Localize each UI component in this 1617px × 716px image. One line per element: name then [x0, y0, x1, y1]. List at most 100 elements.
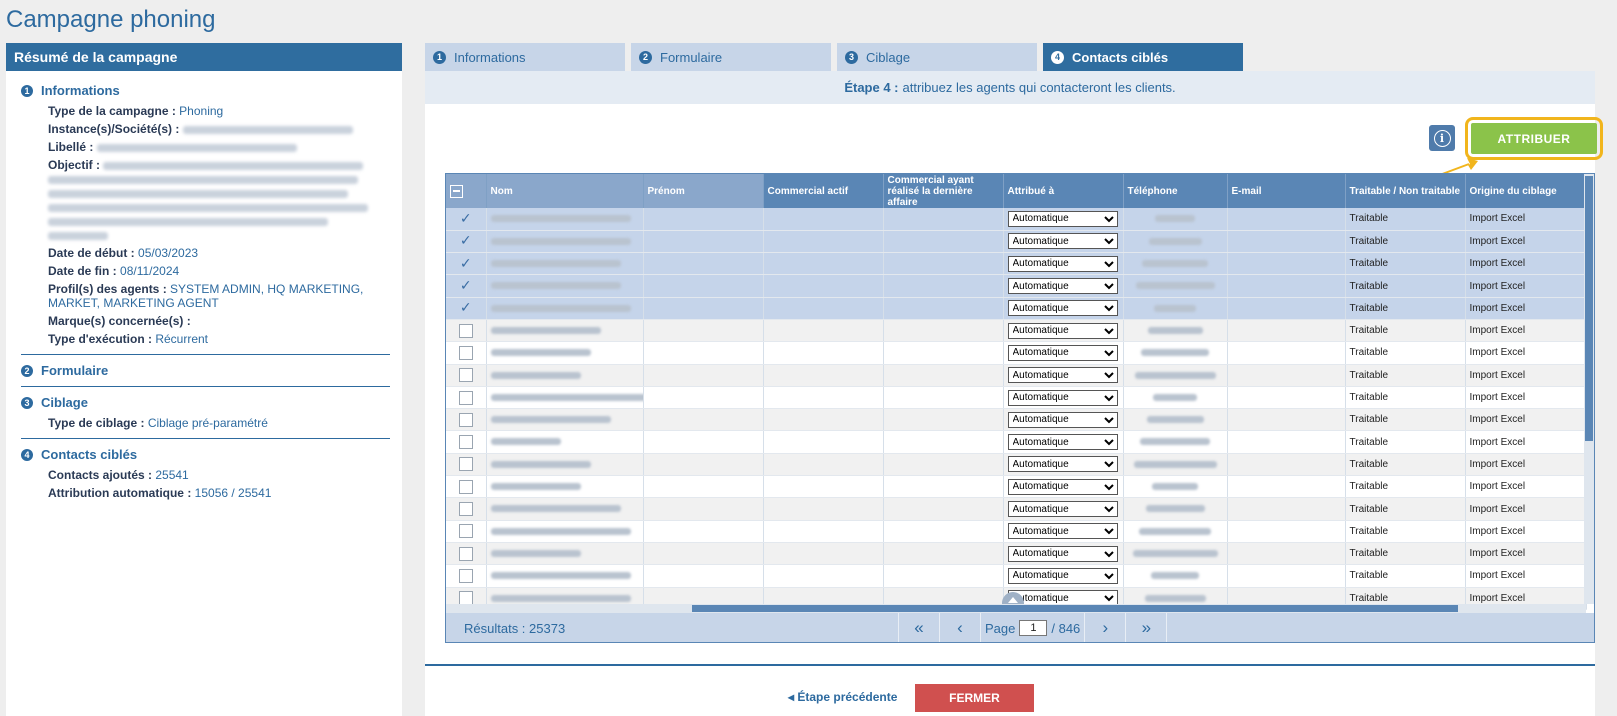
table-row[interactable]: Automatique Traitable Import Excel — [446, 386, 1587, 410]
horizontal-scrollbar[interactable] — [446, 604, 1586, 613]
table-row[interactable]: Automatique Traitable Import Excel — [446, 542, 1587, 566]
table-row[interactable]: Automatique Traitable Import Excel — [446, 408, 1587, 432]
cell-telephone — [1123, 230, 1228, 254]
cell-email — [1227, 497, 1346, 521]
cell-telephone — [1123, 252, 1228, 276]
col-traitable[interactable]: Traitable / Non traitable — [1345, 174, 1466, 208]
table-row[interactable]: ✓ Automatique Traitable Import Excel — [446, 297, 1587, 320]
table-row[interactable]: Automatique Traitable Import Excel — [446, 520, 1587, 543]
attribue-select[interactable]: Automatique — [1007, 567, 1118, 584]
table-row[interactable]: Automatique Traitable Import Excel — [446, 430, 1587, 454]
col-origine[interactable]: Origine du ciblage — [1465, 174, 1587, 208]
table-row[interactable]: Automatique Traitable Import Excel — [446, 319, 1587, 343]
row-checkbox[interactable] — [446, 319, 487, 343]
attribue-select[interactable]: Automatique — [1007, 434, 1118, 451]
table-row[interactable]: ✓ Automatique Traitable Import Excel — [446, 208, 1587, 231]
previous-step-link[interactable]: ◂ Étape précédente — [788, 690, 898, 704]
field-objectif: Objectif : — [48, 158, 390, 242]
info-button[interactable]: i — [1429, 125, 1455, 151]
col-commercial-derniere-affaire[interactable]: Commercial ayant réalisé la dernière aff… — [883, 174, 1004, 208]
attribue-select[interactable]: Automatique — [1007, 456, 1118, 473]
table-row[interactable]: ✓ Automatique Traitable Import Excel — [446, 274, 1587, 298]
row-checkbox[interactable] — [446, 497, 487, 521]
row-checkbox[interactable] — [446, 430, 487, 454]
row-checkbox[interactable] — [446, 386, 487, 410]
prev-page-icon[interactable]: ‹ — [957, 618, 963, 637]
check-icon: ✓ — [459, 210, 472, 227]
row-checkbox[interactable] — [446, 364, 487, 387]
cell-prenom — [643, 542, 764, 566]
next-page-icon[interactable]: › — [1102, 618, 1109, 637]
row-checkbox[interactable]: ✓ — [446, 297, 487, 320]
attribue-select[interactable]: Automatique — [1007, 210, 1118, 227]
last-page-icon[interactable]: » — [1141, 618, 1152, 637]
row-checkbox[interactable] — [446, 341, 487, 365]
attribue-select[interactable]: Automatique — [1007, 389, 1118, 406]
col-attribue-a[interactable]: Attribué à — [1003, 174, 1124, 208]
row-checkbox[interactable]: ✓ — [446, 274, 487, 298]
cell-attribue: Automatique — [1003, 430, 1124, 454]
row-checkbox[interactable]: ✓ — [446, 208, 487, 231]
table-row[interactable]: Automatique Traitable Import Excel — [446, 341, 1587, 365]
close-button[interactable]: FERMER — [915, 684, 1034, 712]
attribue-select[interactable]: Automatique — [1007, 545, 1118, 562]
attribue-select[interactable]: Automatique — [1007, 367, 1118, 384]
col-nom[interactable]: Nom — [486, 174, 644, 208]
page-input[interactable] — [1019, 620, 1048, 636]
cell-traitable: Traitable — [1345, 274, 1466, 298]
row-checkbox[interactable] — [446, 408, 487, 432]
row-checkbox[interactable] — [446, 520, 487, 543]
attribue-select[interactable]: Automatique — [1007, 344, 1118, 361]
row-checkbox[interactable] — [446, 475, 487, 499]
cell-commercial-affaire — [883, 297, 1004, 320]
row-checkbox[interactable]: ✓ — [446, 230, 487, 254]
cell-commercial-affaire — [883, 564, 1004, 588]
col-prenom[interactable]: Prénom — [643, 174, 764, 208]
attribue-select[interactable]: Automatique — [1007, 478, 1118, 495]
summary-section-ciblage: 3 Ciblage — [21, 395, 390, 410]
row-checkbox[interactable] — [446, 453, 487, 477]
cell-attribue: Automatique — [1003, 252, 1124, 276]
table-row[interactable]: Automatique Traitable Import Excel — [446, 564, 1587, 588]
cell-traitable: Traitable — [1345, 319, 1466, 343]
contacts-content: i ATTRIBUER Nom Prénom Commercial actif … — [425, 104, 1603, 664]
redacted-value — [96, 143, 297, 152]
tab-informations[interactable]: 1 Informations — [425, 43, 625, 71]
select-all-checkbox[interactable] — [446, 174, 487, 208]
attribue-select[interactable]: Automatique — [1007, 278, 1118, 295]
col-commercial-actif[interactable]: Commercial actif — [763, 174, 884, 208]
step-1-badge: 1 — [21, 84, 33, 97]
attribue-select[interactable]: Automatique — [1007, 300, 1118, 317]
attribue-select[interactable]: Automatique — [1007, 523, 1118, 540]
table-row[interactable]: Automatique Traitable Import Excel — [446, 475, 1587, 499]
col-telephone[interactable]: Téléphone — [1123, 174, 1228, 208]
attribue-select[interactable]: Automatique — [1007, 233, 1118, 250]
tab-formulaire[interactable]: 2 Formulaire — [631, 43, 831, 71]
cell-nom — [486, 208, 644, 231]
tab-ciblage[interactable]: 3 Ciblage — [837, 43, 1037, 71]
cell-traitable: Traitable — [1345, 297, 1466, 320]
vertical-scrollbar[interactable] — [1584, 174, 1594, 604]
attribue-select[interactable]: Automatique — [1007, 255, 1118, 272]
table-row[interactable]: Automatique Traitable Import Excel — [446, 364, 1587, 387]
field-execution: Type d'exécution : Récurrent — [48, 332, 209, 346]
attribue-select[interactable]: Automatique — [1007, 501, 1118, 517]
attribue-select[interactable]: Automatique — [1007, 411, 1118, 428]
row-checkbox[interactable] — [446, 542, 487, 566]
cell-attribue: Automatique — [1003, 520, 1124, 543]
col-email[interactable]: E-mail — [1227, 174, 1346, 208]
attribue-select[interactable]: Automatique — [1007, 322, 1118, 339]
table-row[interactable]: Automatique Traitable Import Excel — [446, 453, 1587, 477]
first-page-icon[interactable]: « — [914, 618, 924, 637]
table-row[interactable]: ✓ Automatique Traitable Import Excel — [446, 252, 1587, 276]
cell-nom — [486, 520, 644, 543]
attribue-select[interactable]: Automatique — [1007, 590, 1118, 607]
cell-email — [1227, 364, 1346, 387]
row-checkbox[interactable] — [446, 564, 487, 588]
attribuer-button[interactable]: ATTRIBUER — [1471, 123, 1597, 154]
table-row[interactable]: Automatique Traitable Import Excel — [446, 497, 1587, 521]
table-row[interactable]: ✓ Automatique Traitable Import Excel — [446, 230, 1587, 254]
cell-prenom — [643, 208, 764, 231]
tab-contacts-cibles[interactable]: 4 Contacts ciblés — [1043, 43, 1243, 71]
row-checkbox[interactable]: ✓ — [446, 252, 487, 276]
